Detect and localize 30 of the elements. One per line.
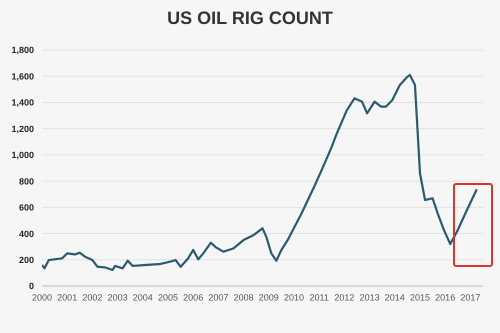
y-tick-label: 400 bbox=[18, 228, 34, 239]
x-tick-label: 2006 bbox=[183, 292, 204, 302]
x-tick-label: 2007 bbox=[208, 292, 228, 302]
x-tick-label: 2014 bbox=[384, 292, 405, 302]
y-tick-label: 200 bbox=[18, 254, 34, 265]
y-tick-label: 1,400 bbox=[11, 98, 34, 108]
x-tick-label: 2003 bbox=[108, 292, 128, 302]
chart-title: US OIL RIG COUNT bbox=[166, 8, 334, 29]
x-tick-label: 2002 bbox=[82, 292, 102, 302]
x-tick-label: 2008 bbox=[234, 292, 254, 302]
x-tick-label: 2012 bbox=[334, 292, 354, 302]
x-tick-label: 2009 bbox=[258, 292, 279, 302]
x-tick-label: 2004 bbox=[132, 292, 153, 302]
y-tick-label: 800 bbox=[18, 176, 34, 186]
y-tick-label: 600 bbox=[18, 202, 34, 213]
x-tick-label: 2010 bbox=[284, 292, 304, 302]
x-tick-label: 2001 bbox=[57, 292, 78, 302]
x-tick-label: 2000 bbox=[32, 292, 52, 302]
x-tick-label: 2017 bbox=[460, 292, 480, 302]
x-tick-label: 2015 bbox=[410, 292, 430, 302]
y-tick-label: 1,200 bbox=[11, 124, 34, 134]
y-tick-label: 0 bbox=[28, 281, 34, 292]
y-tick-label: 1,600 bbox=[11, 71, 34, 82]
x-tick-label: 2005 bbox=[158, 292, 178, 302]
x-tick-label: 2016 bbox=[435, 292, 456, 302]
y-tick-label: 1,000 bbox=[11, 150, 34, 160]
x-tick-label: 2011 bbox=[310, 292, 329, 302]
x-tick-label: 2013 bbox=[360, 292, 380, 302]
y-tick-label: 1,800 bbox=[11, 45, 34, 56]
line-series bbox=[42, 74, 478, 272]
